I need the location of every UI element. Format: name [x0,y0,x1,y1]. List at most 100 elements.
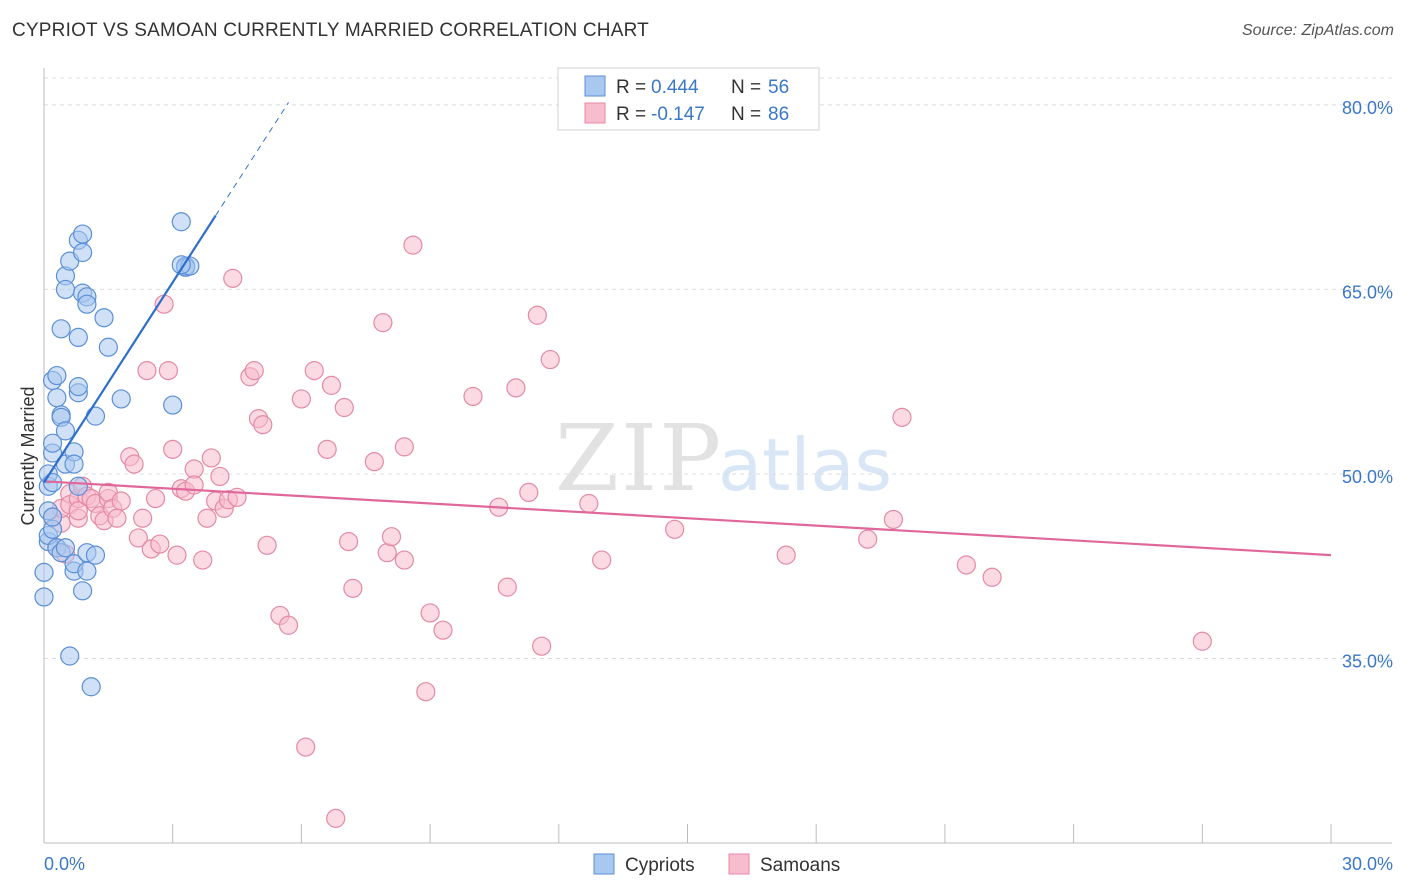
point-samoans[interactable] [403,235,423,255]
point-samoans[interactable] [364,452,384,472]
point-samoans[interactable] [304,361,324,381]
point-samoans[interactable] [519,482,539,503]
point-samoans[interactable] [394,437,414,457]
point-cypriots[interactable] [34,562,54,582]
legend-swatch-cypriots [584,75,606,97]
point-samoans[interactable] [163,439,183,459]
point-cypriots[interactable] [73,242,93,263]
point-samoans[interactable] [463,386,483,407]
point-samoans[interactable] [321,375,342,395]
point-samoans[interactable] [982,567,1002,587]
point-cypriots[interactable] [55,421,76,441]
point-cypriots[interactable] [51,319,71,339]
point-samoans[interactable] [343,578,363,598]
point-samoans[interactable] [326,808,346,828]
source-label: Source: ZipAtlas.com [1241,22,1394,39]
point-cypriots[interactable] [98,337,118,357]
bottom-legend-swatch-cypriots[interactable] [593,853,615,875]
point-samoans[interactable] [334,397,354,418]
point-samoans[interactable] [278,615,299,635]
trend-extension-cypriots [215,102,289,216]
point-samoans[interactable] [167,545,187,565]
point-samoans[interactable] [210,466,230,487]
point-cypriots[interactable] [42,433,63,453]
bottom-legend-swatch-samoans[interactable] [728,853,750,875]
point-samoans[interactable] [373,313,393,333]
point-samoans[interactable] [527,305,547,325]
point-cypriots[interactable] [64,454,84,474]
point-samoans[interactable] [416,682,436,702]
point-samoans[interactable] [506,378,526,398]
point-samoans[interactable] [124,454,144,474]
point-samoans[interactable] [150,534,170,554]
point-samoans[interactable] [858,529,878,549]
point-cypriots[interactable] [47,365,67,386]
point-samoans[interactable] [158,361,179,381]
point-samoans[interactable] [223,268,243,288]
point-samoans[interactable] [892,407,912,427]
point-samoans[interactable] [253,415,273,435]
point-cypriots[interactable] [68,327,88,348]
point-samoans[interactable] [184,459,204,479]
point-samoans[interactable] [381,527,402,547]
point-samoans[interactable] [68,501,88,521]
y-tick-label: 80.0% [1342,98,1393,118]
bottom-legend-label-samoans: Samoans [760,855,840,876]
point-samoans[interactable] [420,603,440,623]
legend-r-label: R = [616,104,646,125]
point-cypriots[interactable] [85,545,106,565]
point-samoans[interactable] [665,519,685,539]
point-samoans[interactable] [592,550,612,570]
point-samoans[interactable] [776,545,796,565]
point-cypriots[interactable] [77,294,97,314]
point-samoans[interactable] [107,508,127,528]
bottom-legend-label-cypriots: Cypriots [625,855,695,876]
point-samoans[interactable] [201,448,221,468]
point-cypriots[interactable] [73,224,93,244]
point-samoans[interactable] [137,361,157,381]
point-samoans[interactable] [128,528,148,548]
point-samoans[interactable] [145,488,166,509]
point-samoans[interactable] [377,543,397,563]
point-samoans[interactable] [883,509,904,530]
point-samoans[interactable] [111,491,131,511]
point-samoans[interactable] [291,389,311,409]
point-samoans[interactable] [193,550,213,570]
point-samoans[interactable] [257,535,277,555]
point-cypriots[interactable] [47,388,67,408]
legend-r-value: 0.444 [651,77,699,98]
point-samoans[interactable] [244,361,264,381]
point-samoans[interactable] [1192,631,1212,651]
y-tick-label: 65.0% [1342,282,1393,302]
point-cypriots[interactable] [77,561,97,581]
point-cypriots[interactable] [60,646,80,666]
point-cypriots[interactable] [55,538,76,558]
point-cypriots[interactable] [111,389,131,409]
point-samoans[interactable] [394,550,414,570]
point-samoans[interactable] [579,493,599,514]
legend-n-value: 56 [768,77,789,98]
point-samoans[interactable] [296,737,316,757]
point-samoans[interactable] [317,439,337,459]
point-samoans[interactable] [197,508,217,528]
point-samoans[interactable] [433,620,453,640]
point-cypriots[interactable] [68,377,88,397]
point-cypriots[interactable] [94,308,114,328]
point-cypriots[interactable] [55,279,76,300]
point-samoans[interactable] [532,636,552,656]
point-cypriots[interactable] [68,476,88,496]
y-tick-label: 35.0% [1342,651,1393,671]
point-cypriots[interactable] [81,677,101,697]
point-cypriots[interactable] [171,212,191,232]
point-samoans[interactable] [133,508,153,528]
point-samoans[interactable] [497,577,517,597]
point-cypriots[interactable] [34,587,54,607]
point-cypriots[interactable] [42,507,63,527]
point-samoans[interactable] [956,555,976,575]
x-tick-label: 0.0% [44,854,85,874]
point-cypriots[interactable] [73,581,93,601]
point-samoans[interactable] [540,349,560,370]
point-cypriots[interactable] [85,406,106,426]
point-cypriots[interactable] [163,395,183,415]
point-samoans[interactable] [338,532,359,552]
